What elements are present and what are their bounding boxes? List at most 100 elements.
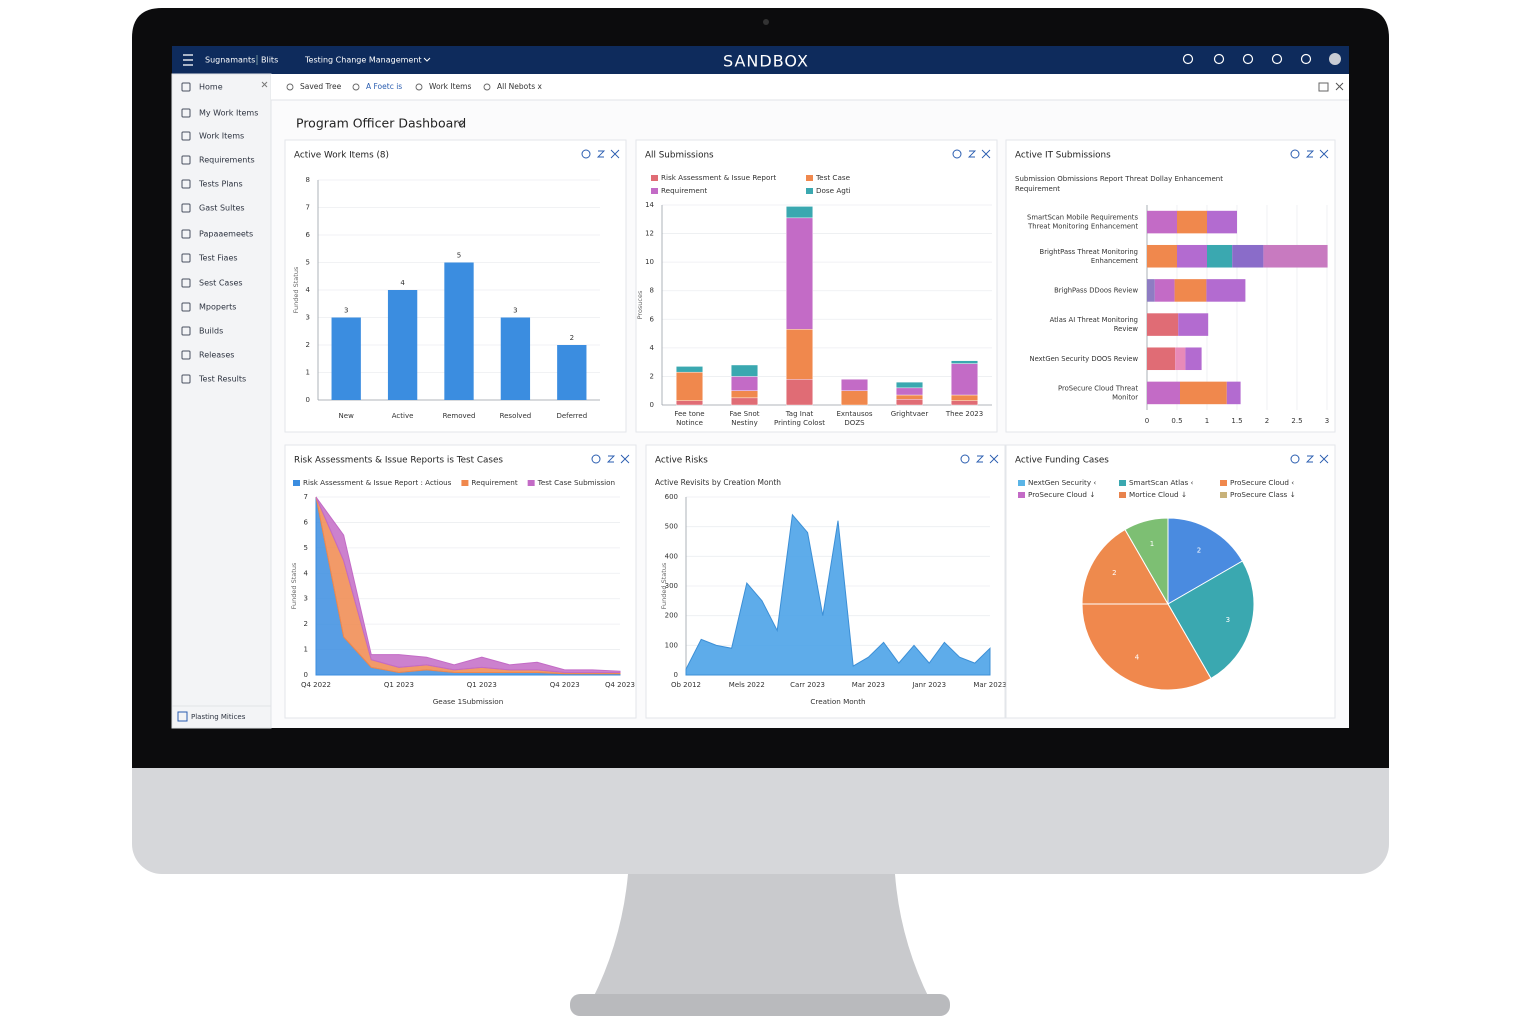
layout-toggle[interactable] [1318, 82, 1329, 92]
slice-label: 3 [1226, 616, 1230, 624]
x-tick-label: Active [392, 412, 414, 420]
panel-info-icon[interactable] [1290, 149, 1300, 159]
sidebar-icon[interactable] [181, 108, 191, 118]
sidebar-item[interactable]: Gast Sultes [199, 204, 245, 213]
tab[interactable]: A Foetc is [366, 82, 402, 91]
bar-segment [1154, 279, 1175, 302]
camera [763, 19, 769, 25]
bar-segment [1147, 279, 1155, 302]
x-tick-label: Tag Inat [785, 410, 814, 418]
sidebar-icon[interactable] [181, 82, 191, 92]
sidebar-item[interactable]: Papaaemeets [199, 230, 253, 239]
panel-sort-icon[interactable] [967, 150, 977, 158]
sidebar-icon[interactable] [181, 131, 191, 141]
x-tick-label: 1 [1205, 417, 1209, 425]
sidebar-icon[interactable] [181, 374, 191, 384]
project-selector[interactable]: Testing Change Management [304, 56, 422, 65]
panel-sort-icon[interactable] [1305, 455, 1315, 463]
sidebar-icon[interactable] [181, 203, 191, 213]
legend-label: Risk Assessment & Issue Report : Actious [303, 478, 452, 487]
legend-label: ProSecure Class ↓ [1230, 490, 1296, 499]
sidebar-close[interactable] [261, 81, 268, 88]
user-avatar[interactable] [1329, 53, 1341, 65]
sidebar-icon[interactable] [181, 155, 191, 165]
y-tick-label: 5 [304, 544, 308, 552]
x-tick-label: Mar 2023 [852, 681, 885, 689]
toolbar-icon[interactable] [1242, 53, 1254, 65]
sidebar-item[interactable]: Sest Cases [199, 279, 243, 288]
x-axis-label: Gease 1Submission [433, 697, 504, 706]
sidebar-item[interactable]: Requirements [199, 156, 255, 165]
sidebar-item[interactable]: Test Fiaes [198, 254, 238, 263]
panel-expand-icon[interactable] [989, 454, 999, 464]
sidebar-item[interactable]: Tests Plans [198, 180, 243, 189]
sidebar-icon[interactable] [181, 302, 191, 312]
bar-segment [1177, 244, 1207, 268]
slice-label: 1 [1150, 540, 1154, 548]
legend-label: Dose Agti [816, 186, 851, 195]
y-tick-label: 4 [304, 569, 309, 577]
pie-slice [1081, 528, 1169, 605]
bar-segment [951, 360, 978, 364]
sidebar-icon[interactable] [181, 253, 191, 263]
panel-title: Active IT Submissions [1015, 151, 1111, 161]
panel-title: Active Work Items (8) [294, 151, 389, 161]
panel-info-icon[interactable] [1290, 454, 1300, 464]
sidebar-item[interactable]: Builds [199, 327, 223, 336]
bar-segment [1207, 210, 1237, 234]
tab[interactable]: Work Items [429, 82, 471, 91]
legend-swatch [651, 188, 658, 194]
toolbar-icon[interactable] [1271, 53, 1283, 65]
sidebar-item[interactable]: My Work Items [199, 109, 258, 118]
x-tick-label: 0.5 [1171, 417, 1182, 425]
sidebar-icon[interactable] [181, 350, 191, 360]
panel-info-icon[interactable] [591, 454, 601, 464]
x-tick-label: Deferred [556, 412, 587, 420]
dashboard-title: Program Officer Dashboard [296, 116, 466, 131]
panel-expand-icon[interactable] [610, 149, 620, 159]
sidebar-icon[interactable] [181, 326, 191, 336]
tab[interactable]: All Nebots x [497, 82, 542, 91]
panel-info-icon[interactable] [960, 454, 970, 464]
legend-swatch [806, 188, 813, 194]
sidebar-icon[interactable] [181, 229, 191, 239]
panel-expand-icon[interactable] [981, 149, 991, 159]
panel-sort-icon[interactable] [596, 150, 606, 158]
toolbar-icon[interactable] [1300, 53, 1312, 65]
panel-expand-icon[interactable] [1319, 149, 1329, 159]
panel-sort-icon[interactable] [606, 455, 616, 463]
panel-info-icon[interactable] [952, 149, 962, 159]
bar-segment [951, 363, 978, 396]
y-tick-label: 3 [304, 595, 308, 603]
sidebar-icon[interactable] [181, 179, 191, 189]
x-tick-label: Mar 2023 [973, 681, 1006, 689]
toolbar-icon[interactable] [1213, 53, 1225, 65]
sidebar-item[interactable]: Releases [199, 351, 234, 360]
sidebar [171, 73, 272, 729]
sidebar-item[interactable]: Mpoperts [199, 303, 236, 312]
panel-sort-icon[interactable] [1305, 150, 1315, 158]
bar-segment [1147, 381, 1180, 405]
toolbar-icon[interactable] [1182, 53, 1194, 65]
x-axis-label: Creation Month [810, 697, 865, 706]
legend-swatch [1220, 480, 1227, 486]
y-tick-label: Atlas AI Threat Monitoring [1050, 316, 1138, 324]
legend-swatch [1018, 480, 1025, 486]
bar-segment [1226, 381, 1241, 405]
panel-info-icon[interactable] [581, 149, 591, 159]
panel-expand-icon[interactable] [620, 454, 630, 464]
sidebar-icon[interactable] [181, 278, 191, 288]
dashboard-caret[interactable] [457, 121, 465, 126]
area [685, 513, 991, 676]
close-tabs[interactable] [1335, 82, 1344, 91]
bar-segment [786, 217, 813, 330]
sidebar-item[interactable]: Test Results [198, 375, 246, 384]
sidebar-item[interactable]: Home [199, 83, 223, 92]
panel-title: Active Funding Cases [1015, 456, 1109, 466]
sidebar-footer[interactable]: Plasting Mitices [191, 713, 246, 721]
y-tick-label: 14 [645, 201, 654, 209]
panel-expand-icon[interactable] [1319, 454, 1329, 464]
tab[interactable]: Saved Tree [300, 82, 342, 91]
sidebar-item[interactable]: Work Items [199, 132, 244, 141]
panel-sort-icon[interactable] [975, 455, 985, 463]
